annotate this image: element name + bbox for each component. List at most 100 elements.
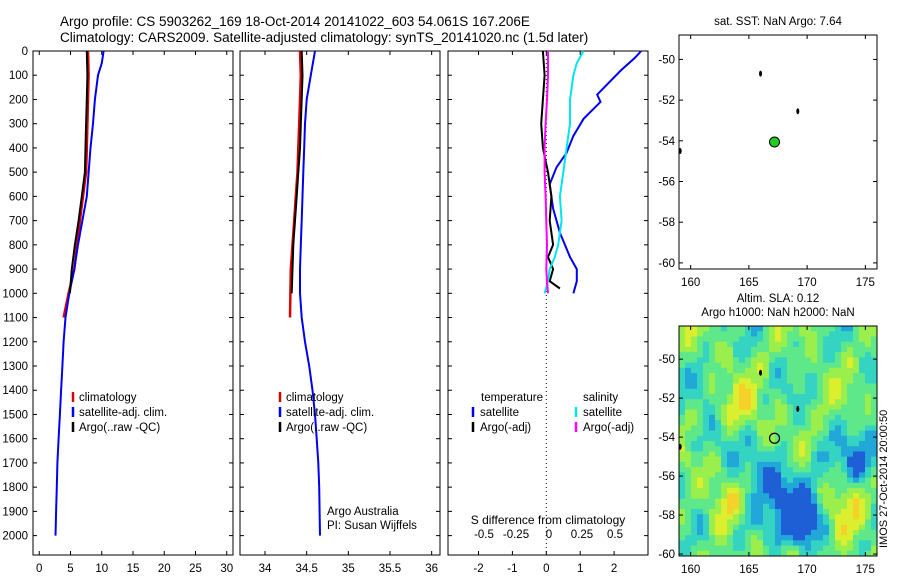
sla-cell: [817, 488, 824, 494]
sla-cell: [865, 545, 872, 552]
sla-cell: [757, 456, 764, 463]
sla-cell: [835, 456, 842, 463]
sla-cell: [703, 341, 710, 348]
sla-cell: [829, 503, 836, 510]
sla-cell: [727, 441, 734, 447]
sla-cell: [685, 493, 692, 500]
y-tick-label: 700: [9, 216, 28, 228]
sla-cell: [679, 488, 686, 494]
sla-cell: [793, 352, 800, 358]
sla-cell: [781, 477, 788, 484]
sla-cell: [871, 362, 877, 369]
legend-label: Argo(-adj): [583, 422, 634, 434]
sla-cell: [781, 373, 788, 379]
sla-cell: [787, 461, 794, 468]
sla-cell: [757, 441, 764, 447]
sla-cell: [787, 357, 794, 364]
sla-cell: [721, 430, 728, 437]
sla-cell: [805, 378, 812, 385]
sla-cell: [871, 336, 877, 343]
sla-cell: [853, 503, 860, 510]
sla-cell: [805, 352, 812, 358]
sla-cell: [871, 488, 877, 494]
sla-cell: [811, 430, 818, 437]
sla-cell: [817, 514, 824, 521]
series-line-argo: [68, 50, 89, 294]
sla-cell: [733, 326, 740, 332]
sla-cell: [745, 545, 752, 552]
sla-cell: [835, 362, 842, 369]
sla-cell: [733, 461, 740, 468]
sla-cell: [733, 482, 740, 489]
sla-cell: [751, 383, 758, 390]
sla-cell: [775, 535, 782, 541]
sla-cell: [697, 488, 704, 494]
sla-cell: [679, 456, 686, 463]
sla-cell: [679, 461, 686, 468]
sla-cell: [829, 540, 836, 547]
sla-cell: [829, 482, 836, 489]
sla-cell: [721, 535, 728, 541]
sla-cell: [727, 540, 734, 547]
sla-cell: [859, 404, 866, 411]
sla-cell: [835, 514, 842, 521]
sla-cell: [835, 357, 842, 364]
x-axis-label: salinity: [322, 578, 359, 580]
sla-cell: [727, 393, 734, 400]
sla-cell: [835, 498, 842, 505]
sla-cell: [817, 378, 824, 385]
sla-cell: [739, 550, 746, 556]
sla-cell: [781, 508, 788, 515]
sla-cell: [751, 399, 758, 406]
sla-cell: [769, 341, 776, 348]
sla-cell: [775, 357, 782, 364]
sla-cell: [763, 482, 770, 489]
sla-cell: [703, 420, 710, 426]
sla-cell: [697, 352, 704, 358]
sla-cell: [697, 446, 704, 453]
sla-cell: [709, 430, 716, 437]
sla-cell: [745, 540, 752, 547]
sla-cell: [817, 404, 824, 411]
sla-cell: [733, 352, 740, 358]
sla-cell: [781, 545, 788, 552]
sla-cell: [715, 362, 722, 369]
sla-cell: [793, 383, 800, 390]
sla-cell: [739, 362, 746, 369]
sla-cell: [865, 373, 872, 379]
sla-cell: [805, 336, 812, 343]
sla-cell: [841, 467, 848, 473]
sla-cell: [691, 362, 698, 369]
sla-cell: [679, 346, 686, 353]
sla-cell: [811, 373, 818, 379]
sla-cell: [817, 529, 824, 536]
sla-cell: [835, 472, 842, 479]
sla-cell: [865, 498, 872, 505]
sla-cell: [835, 352, 842, 358]
sla-cell: [739, 514, 746, 521]
sla-cell: [865, 467, 872, 473]
sla-cell: [841, 331, 848, 338]
sla-cell: [715, 540, 722, 547]
sla-cell: [793, 482, 800, 489]
sla-cell: [769, 503, 776, 510]
sla-cell: [799, 409, 806, 416]
sla-cell: [703, 446, 710, 453]
sla-cell: [781, 378, 788, 385]
sla-cell: [691, 529, 698, 536]
sla-cell: [787, 441, 794, 447]
sla-cell: [679, 341, 686, 348]
sla-cell: [799, 399, 806, 406]
sla-cell: [811, 378, 818, 385]
sla-cell: [679, 493, 686, 500]
sla-cell: [745, 477, 752, 484]
sla-cell: [775, 461, 782, 468]
sla-cell: [823, 535, 830, 541]
y-tick-label: 1800: [2, 482, 28, 494]
sla-cell: [757, 362, 764, 369]
sla-cell: [763, 488, 770, 494]
sla-cell: [697, 425, 704, 432]
sla-cell: [853, 373, 860, 379]
sla-cell: [793, 441, 800, 447]
sla-cell: [709, 550, 716, 556]
